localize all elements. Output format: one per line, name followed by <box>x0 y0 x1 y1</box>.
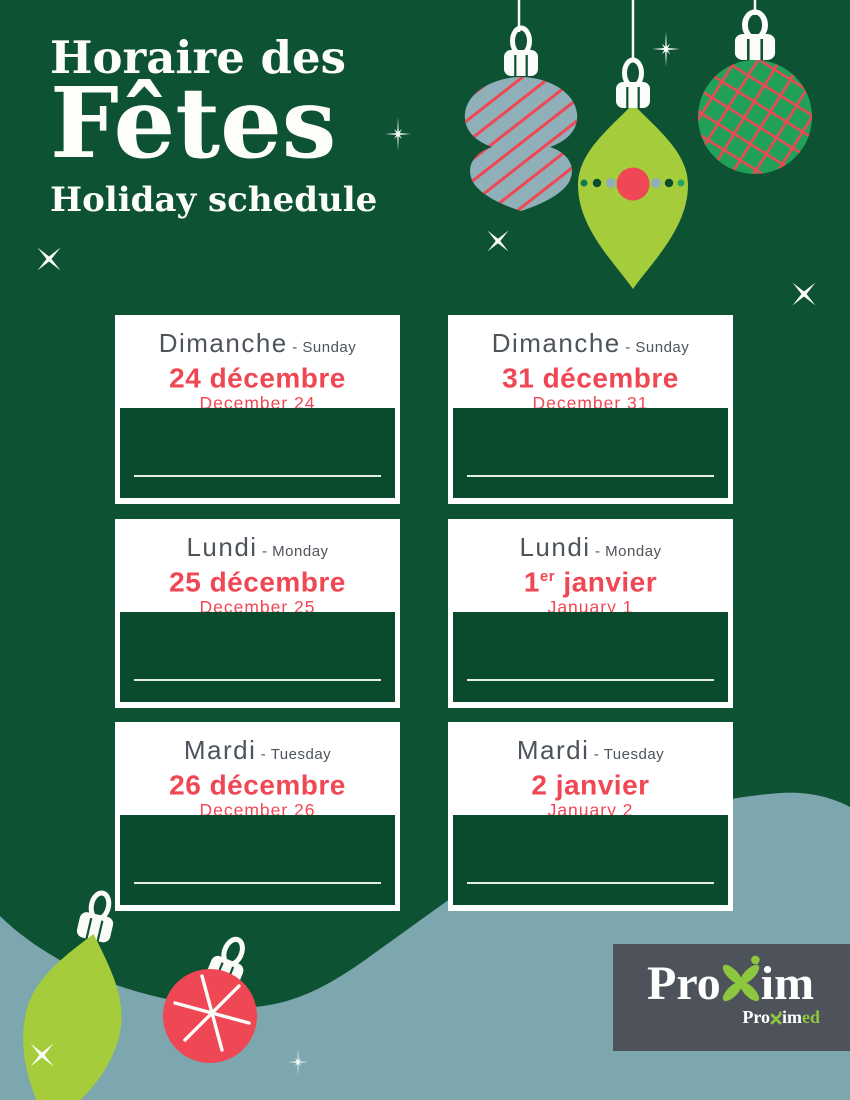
schedule-card-dec24: Dimanche - Sunday 24 décembre December 2… <box>115 315 400 504</box>
day-name-fr: Lundi <box>186 532 258 562</box>
lime-drop-ornament-icon <box>578 60 688 289</box>
hours-fill-line <box>134 882 381 884</box>
schedule-card-jan2: Mardi - Tuesday 2 janvier January 2 <box>448 722 733 911</box>
x-sparkle-icon <box>792 282 816 306</box>
proxim-leaf-x-icon <box>722 955 760 1002</box>
schedule-card-jan1: Lundi - Monday 1er janvier January 1 <box>448 519 733 708</box>
date-fr: 25 décembre <box>169 566 346 598</box>
logo-text-pre: Pro <box>647 957 721 1010</box>
date-fr: 2 janvier <box>531 769 650 801</box>
card-header: Dimanche - Sunday 31 décembre December 3… <box>448 315 733 413</box>
star-sparkle-icon <box>652 31 680 67</box>
card-header: Mardi - Tuesday 26 décembre December 26 <box>115 722 400 820</box>
bottom-red-ball-ornament-icon <box>163 933 257 1063</box>
x-sparkle-icon <box>487 230 509 252</box>
card-hours-area <box>453 815 728 905</box>
card-header: Lundi - Monday 1er janvier January 1 <box>448 519 733 617</box>
day-name-fr: Dimanche <box>158 328 288 358</box>
hours-fill-line <box>134 679 381 681</box>
day-name-en: - Sunday <box>292 339 357 356</box>
date-fr: 24 décembre <box>169 362 346 394</box>
card-header: Lundi - Monday 25 décembre December 25 <box>115 519 400 617</box>
proximed-leaf-x-icon <box>770 1011 782 1025</box>
proxim-logo: Pro im <box>647 954 814 1008</box>
poster-title: Horaire des Fêtes Holiday schedule <box>50 34 377 220</box>
day-name-en: - Monday <box>262 543 329 560</box>
day-name-en: - Tuesday <box>260 746 332 763</box>
card-header: Mardi - Tuesday 2 janvier January 2 <box>448 722 733 820</box>
day-name-en: - Sunday <box>625 339 690 356</box>
logo-text-post: im <box>760 957 815 1010</box>
blue-striped-ornament-icon <box>464 28 578 211</box>
hours-fill-line <box>467 679 714 681</box>
star-sparkle-icon <box>385 117 411 151</box>
hours-fill-line <box>467 882 714 884</box>
card-hours-area <box>453 612 728 702</box>
ornament-strings <box>517 0 757 62</box>
day-name-fr: Mardi <box>516 735 590 765</box>
day-name-en: - Tuesday <box>593 746 665 763</box>
title-line-fr-1: Horaire des <box>50 31 346 84</box>
schedule-card-dec26: Mardi - Tuesday 26 décembre December 26 <box>115 722 400 911</box>
sub-logo-pre: Pro <box>742 1007 770 1027</box>
card-hours-area <box>120 408 395 498</box>
sub-logo-post: ed <box>802 1007 820 1027</box>
sub-logo-mid: im <box>782 1007 802 1027</box>
title-line-en: Holiday schedule <box>50 180 378 221</box>
proximed-logo: Pro im ed <box>742 1008 820 1026</box>
date-fr: 26 décembre <box>169 769 346 801</box>
snowflake-icon <box>173 974 251 1052</box>
schedule-card-dec31: Dimanche - Sunday 31 décembre December 3… <box>448 315 733 504</box>
schedule-card-dec25: Lundi - Monday 25 décembre December 25 <box>115 519 400 708</box>
day-name-fr: Dimanche <box>491 328 621 358</box>
hours-fill-line <box>467 475 714 477</box>
x-sparkle-icon <box>37 247 61 271</box>
card-hours-area <box>120 815 395 905</box>
proxim-logo-box: Pro im Pro <box>613 944 850 1051</box>
card-hours-area <box>453 408 728 498</box>
day-name-fr: Mardi <box>183 735 257 765</box>
hours-fill-line <box>134 475 381 477</box>
date-fr: 31 décembre <box>502 362 679 394</box>
bottom-lime-ornament-icon <box>23 882 150 1100</box>
plaid-ball-ornament-icon <box>698 12 812 174</box>
day-name-fr: Lundi <box>519 532 591 562</box>
day-name-en: - Monday <box>595 543 662 560</box>
card-hours-area <box>120 612 395 702</box>
title-line-fr-2: Fêtes <box>50 66 337 181</box>
card-header: Dimanche - Sunday 24 décembre December 2… <box>115 315 400 413</box>
date-fr: 1er janvier <box>523 566 658 598</box>
